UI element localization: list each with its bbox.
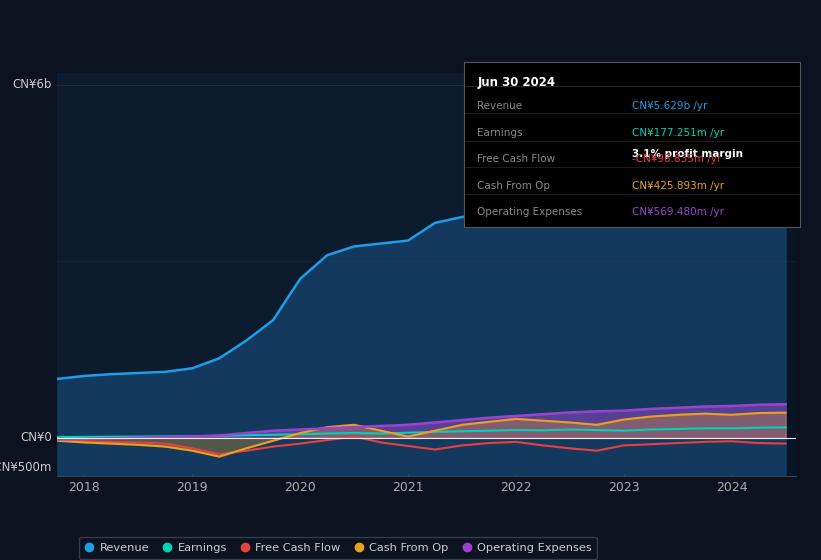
Text: -CN¥98.835m /yr: -CN¥98.835m /yr bbox=[632, 154, 722, 164]
Bar bbox=[624, 73, 796, 476]
Text: CN¥5.629b /yr: CN¥5.629b /yr bbox=[632, 101, 708, 111]
Text: CN¥6b: CN¥6b bbox=[12, 78, 52, 91]
Text: CN¥0: CN¥0 bbox=[21, 431, 52, 444]
Text: Earnings: Earnings bbox=[477, 128, 523, 138]
Text: CN¥425.893m /yr: CN¥425.893m /yr bbox=[632, 180, 724, 190]
Text: CN¥569.480m /yr: CN¥569.480m /yr bbox=[632, 207, 724, 217]
Text: Operating Expenses: Operating Expenses bbox=[477, 207, 583, 217]
Text: Cash From Op: Cash From Op bbox=[477, 180, 550, 190]
Text: CN¥177.251m /yr: CN¥177.251m /yr bbox=[632, 128, 724, 138]
Text: Jun 30 2024: Jun 30 2024 bbox=[477, 77, 556, 90]
Legend: Revenue, Earnings, Free Cash Flow, Cash From Op, Operating Expenses: Revenue, Earnings, Free Cash Flow, Cash … bbox=[79, 536, 598, 559]
Text: 3.1% profit margin: 3.1% profit margin bbox=[632, 149, 743, 159]
Text: Revenue: Revenue bbox=[477, 101, 522, 111]
Text: Free Cash Flow: Free Cash Flow bbox=[477, 154, 556, 164]
Text: -CN¥500m: -CN¥500m bbox=[0, 461, 52, 474]
